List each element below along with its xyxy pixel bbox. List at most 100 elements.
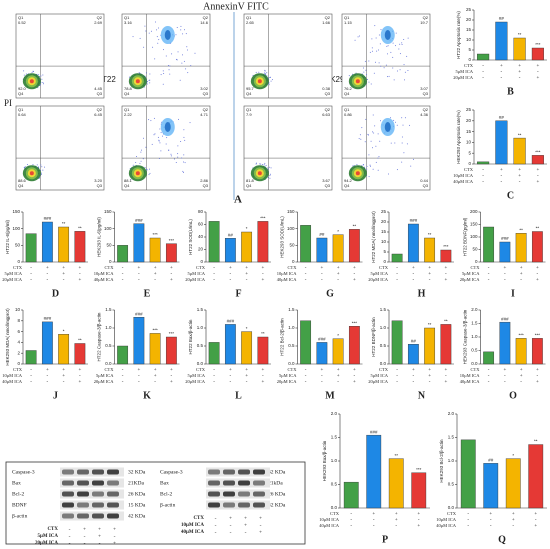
event-dot: [177, 145, 179, 147]
treatment-mark: -: [230, 374, 232, 379]
treatment-mark: +: [372, 512, 375, 517]
blot-band: [107, 502, 119, 508]
treatment-mark: -: [337, 278, 339, 283]
treatment-mark: -: [69, 526, 71, 532]
treatment-mark: +: [261, 380, 264, 385]
treatment-mark: +: [78, 266, 81, 271]
event-dot: [360, 138, 362, 140]
event-dot: [353, 165, 355, 167]
blot-band: [107, 491, 119, 497]
treatment-name: 40μM ICA: [277, 277, 298, 282]
treatment-mark: -: [63, 380, 65, 385]
y-tick-label: 15: [466, 27, 472, 32]
protein-name: β-actin: [160, 502, 176, 508]
event-dot: [410, 165, 412, 167]
treatment-mark: -: [519, 180, 521, 185]
treatment-mark: +: [154, 272, 157, 277]
event-dot: [40, 173, 42, 175]
event-dot: [184, 29, 186, 31]
treatment-mark: +: [78, 368, 81, 373]
y-tick-label: 150: [12, 209, 20, 214]
bar: [495, 21, 508, 61]
treatment-mark: -: [305, 374, 307, 379]
y-tick-label: 60: [198, 222, 204, 227]
event-dot: [146, 169, 148, 171]
event-dot: [182, 171, 184, 173]
event-dot: [269, 173, 271, 175]
treatment-mark: +: [412, 266, 415, 271]
event-dot: [394, 45, 396, 47]
y-tick-label: 1.5: [331, 435, 338, 440]
event-dot: [269, 175, 271, 177]
treatment-name: 10μM ICA: [181, 523, 204, 528]
event-dot: [366, 74, 368, 76]
event-dot: [406, 143, 408, 145]
event-dot: [145, 72, 147, 74]
density-blob: [384, 122, 391, 132]
treatment-mark: -: [262, 272, 264, 277]
protein-size: 26 KDa: [268, 491, 286, 497]
y-tick-label: 150: [470, 222, 478, 227]
treatment-mark: -: [305, 266, 307, 271]
event-dot: [412, 158, 414, 160]
event-dot: [143, 137, 145, 139]
event-dot: [386, 53, 388, 55]
y-tick-label: 1.5: [471, 321, 478, 326]
y-tick-label: 25: [466, 7, 472, 12]
protein-size: 21kDa: [268, 480, 283, 486]
event-dot: [377, 169, 379, 171]
event-dot: [401, 161, 403, 163]
quadrant-name: Q1: [246, 15, 252, 20]
event-dot: [145, 30, 147, 32]
protein-name: Caspase-3: [12, 469, 35, 475]
treatment-mark: +: [444, 266, 447, 271]
treatment-mark: +: [337, 368, 340, 373]
event-dot: [379, 43, 381, 45]
quadrant-percent: 2.86: [200, 178, 209, 183]
treatment-name: 40μM ICA: [181, 530, 204, 535]
bar: [531, 155, 544, 165]
bar: [343, 481, 359, 509]
event-dot: [264, 162, 266, 164]
treatment-mark: +: [78, 278, 81, 283]
y-tick-label: 100: [12, 226, 20, 231]
bar: [424, 327, 436, 365]
treatment-mark: -: [350, 524, 352, 529]
event-dot: [154, 58, 156, 60]
bar: [477, 53, 490, 61]
bar: [316, 237, 328, 263]
y-axis-label: HEK293 Bcl-2/β-actin: [439, 439, 444, 483]
quadrant-percent: 7.9: [246, 112, 252, 117]
treatment-mark: +: [62, 368, 65, 373]
bar: [316, 342, 328, 365]
y-tick-label: 8: [17, 318, 20, 323]
treatment-mark: -: [99, 540, 101, 546]
treatment-name: 5μM ICA: [4, 271, 22, 276]
treatment-name: CTX: [196, 265, 206, 270]
quadrant-name: Q1: [344, 107, 350, 112]
treatment-mark: -: [488, 380, 490, 385]
treatment-mark: +: [261, 368, 264, 373]
event-dot: [181, 157, 183, 159]
significance: **: [62, 221, 66, 226]
treatment-mark: +: [62, 272, 65, 277]
quadrant-name: Q2: [325, 15, 331, 20]
treatment-mark: -: [396, 266, 398, 271]
treatment-mark: -: [138, 278, 140, 283]
y-tick-label: 1.0: [105, 325, 112, 330]
event-dot: [40, 75, 42, 77]
event-dot: [265, 165, 267, 167]
event-dot: [407, 37, 409, 39]
treatment-mark: -: [138, 380, 140, 385]
event-dot: [146, 81, 148, 83]
treatment-mark: -: [63, 278, 65, 283]
treatment-mark: -: [490, 518, 492, 523]
event-dot: [366, 168, 368, 170]
y-tick-label: 15: [466, 129, 472, 134]
event-dot: [393, 79, 395, 81]
treatment-name: 5μM ICA: [96, 373, 114, 378]
bar: [41, 221, 53, 263]
blot-band: [223, 480, 235, 486]
treatment-mark: -: [482, 174, 484, 179]
